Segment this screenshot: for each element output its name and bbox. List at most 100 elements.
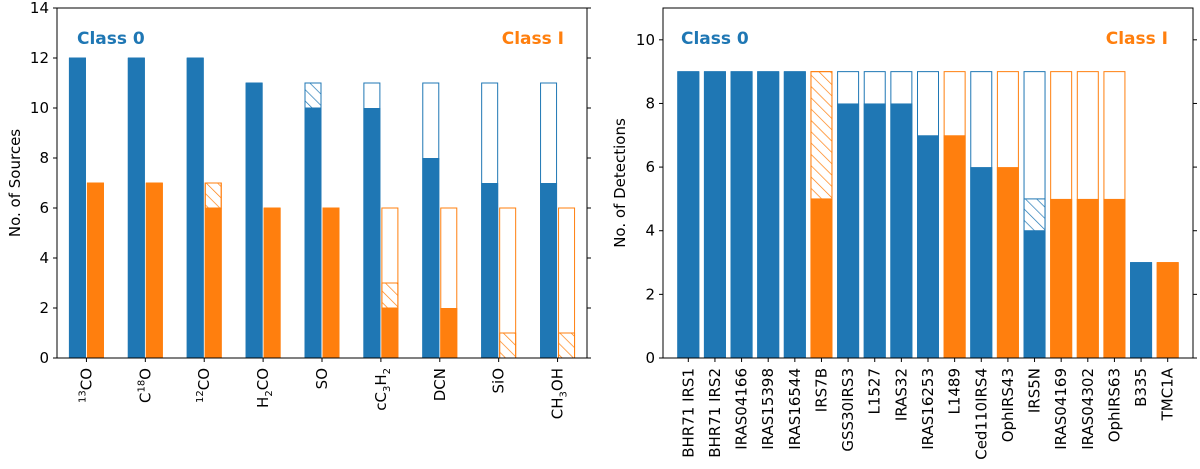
right-axes-frame [662, 7, 1194, 359]
svg-text:GSS30IRS3: GSS30IRS3 [839, 368, 857, 452]
left-bar-tentative [558, 332, 576, 359]
right-xtick-label: IRAS32 [892, 368, 910, 421]
left-bar-detected [381, 308, 399, 358]
right-chart: 0 2 4 6 8 10 BHR71 IRS1 BHR71 IRS2 IRAS04166 IRAS… [611, 7, 1197, 460]
left-legend-class1: Class I [502, 29, 564, 49]
left-ytick-label: 0 [39, 349, 49, 367]
left-xtick-label: SO [313, 368, 331, 389]
svg-text:cC3H2: cC3H2 [372, 368, 393, 411]
right-bar-detected [863, 103, 886, 358]
left-bar-detected [363, 108, 381, 358]
left-bar-detected [322, 208, 340, 358]
left-bar-detected [440, 308, 458, 358]
right-xtick-label: IRAS16544 [786, 368, 804, 450]
right-xtick-label: BHR71 IRS2 [706, 368, 724, 458]
svg-text:C18O: C18O [136, 368, 154, 403]
right-bar-detected [1156, 262, 1179, 358]
svg-text:DCN: DCN [431, 368, 449, 401]
right-bar-detected [677, 71, 700, 359]
svg-text:BHR71 IRS2: BHR71 IRS2 [706, 368, 724, 458]
left-ytick-label: 4 [39, 249, 49, 267]
left-ytick-label: 10 [30, 99, 49, 117]
left-ytick-label: 12 [30, 49, 49, 67]
right-xtick-label: IRAS04302 [1079, 368, 1097, 450]
left-bar-tentative [381, 282, 399, 309]
svg-text:L1527: L1527 [866, 368, 884, 415]
right-bar-detected [970, 167, 993, 358]
svg-text:IRAS15398: IRAS15398 [759, 368, 777, 450]
right-bar-detected [1050, 198, 1073, 358]
left-bar-detected [263, 208, 281, 358]
left-xtick-label: cC3H2 [372, 368, 393, 411]
right-bar-detected [783, 71, 806, 359]
left-chart: 0 2 4 6 8 10 12 14 13CO C18O 12CO H2CO SO cC3H2 DCN SiO… [6, 0, 591, 419]
left-bar-detected [68, 58, 86, 358]
left-axes-frame [56, 7, 588, 359]
right-xtick-label: IRAS16253 [919, 368, 937, 450]
right-xtick-label: Ced110IRS4 [972, 368, 990, 460]
left-ytick-label: 2 [39, 299, 49, 317]
right-xtick-label: TMC1A [1159, 367, 1177, 421]
right-ytick-label: 0 [645, 349, 655, 367]
left-bar-tentative [499, 332, 517, 359]
svg-text:IRS5N: IRS5N [1026, 368, 1044, 413]
left-bar-detected [204, 208, 222, 358]
svg-text:IRAS16253: IRAS16253 [919, 368, 937, 450]
svg-text:BHR71 IRS1: BHR71 IRS1 [679, 368, 697, 458]
right-xtick-label: L1489 [946, 368, 964, 415]
svg-text:IRAS16544: IRAS16544 [786, 368, 804, 450]
svg-text:B335: B335 [1132, 368, 1150, 407]
right-ytick-label: 8 [645, 94, 655, 112]
right-bar-detected [996, 167, 1019, 358]
right-xtick-label: OphIRS63 [1105, 368, 1123, 442]
right-xtick-label: IRAS15398 [759, 368, 777, 450]
left-bar-detected [145, 183, 163, 358]
right-bar-tentative [810, 71, 833, 200]
left-bar-detected [304, 108, 322, 358]
right-bar-detected [1023, 230, 1046, 358]
svg-text:IRAS04169: IRAS04169 [1052, 368, 1070, 450]
right-legend-class1: Class I [1106, 29, 1168, 49]
left-legend-class0: Class 0 [77, 29, 145, 49]
svg-text:12CO: 12CO [195, 368, 213, 403]
svg-text:IRAS04166: IRAS04166 [733, 368, 751, 450]
right-xtick-label: L1527 [866, 368, 884, 415]
right-bar-detected [1130, 262, 1153, 358]
svg-text:TMC1A: TMC1A [1159, 367, 1177, 421]
right-bar-detected [837, 103, 860, 358]
right-xtick-label: IRAS04169 [1052, 368, 1070, 450]
right-xtick-label: IRS7B [812, 368, 830, 412]
svg-text:L1489: L1489 [946, 368, 964, 415]
svg-text:CH3OH: CH3OH [549, 368, 570, 419]
left-bar-detected [127, 58, 145, 358]
left-bar-detected [481, 183, 499, 358]
right-ytick-label: 4 [645, 222, 655, 240]
right-ytick-label: 6 [645, 158, 655, 176]
left-ytick-label: 6 [39, 199, 49, 217]
svg-text:Ced110IRS4: Ced110IRS4 [972, 368, 990, 460]
svg-text:IRS7B: IRS7B [812, 368, 830, 412]
left-ytick-label: 8 [39, 149, 49, 167]
right-bar-detected [1103, 198, 1126, 358]
right-ylabel: No. of Detections [611, 118, 629, 248]
right-bar-detected [943, 135, 966, 358]
svg-text:13CO: 13CO [77, 368, 95, 403]
right-xtick-label: GSS30IRS3 [839, 368, 857, 452]
left-ylabel: No. of Sources [6, 129, 24, 237]
svg-text:IRAS32: IRAS32 [892, 368, 910, 421]
right-bar-detected [1076, 198, 1099, 358]
left-xtick-label: H2CO [254, 368, 275, 408]
right-ytick-label: 2 [645, 285, 655, 303]
left-bar-tentative [204, 182, 222, 209]
left-xtick-label: 12CO [195, 368, 213, 403]
right-bar-tentative [1023, 198, 1046, 232]
right-xtick-label: IRAS04166 [733, 368, 751, 450]
right-bar-detected [810, 198, 833, 358]
right-xtick-label: BHR71 IRS1 [679, 368, 697, 458]
left-bar-tentative [304, 82, 322, 109]
left-bar-detected [422, 158, 440, 358]
right-xtick-label: B335 [1132, 368, 1150, 407]
svg-text:SO: SO [313, 368, 331, 389]
right-xtick-label: IRS5N [1026, 368, 1044, 413]
